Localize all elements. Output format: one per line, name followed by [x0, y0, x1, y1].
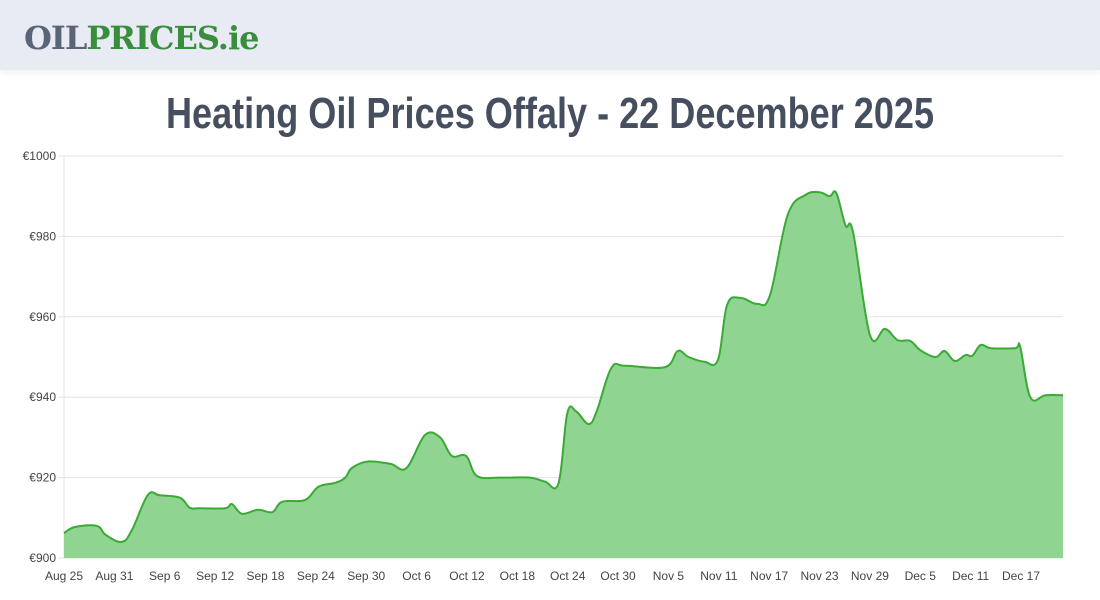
y-tick-label: €980 [29, 229, 56, 243]
site-logo[interactable]: OILPRICES.ie [24, 18, 259, 58]
x-tick-label: Aug 31 [95, 569, 133, 583]
price-area-fill [64, 191, 1063, 558]
x-axis: Aug 25 Aug 31 Sep 6 Sep 12 Sep 18 Sep 24 Sep 3… [45, 569, 1040, 583]
logo-oil-text: OIL [24, 19, 87, 57]
x-tick-label: Nov 17 [750, 569, 788, 583]
x-tick-label: Dec 5 [905, 569, 937, 583]
y-tick-label: €1000 [23, 149, 57, 163]
x-tick-label: Aug 25 [45, 569, 83, 583]
x-tick-label: Sep 30 [347, 569, 385, 583]
x-tick-label: Oct 12 [449, 569, 485, 583]
y-tick-label: €940 [29, 390, 56, 404]
y-axis: €900 €920 €940 €960 €980 €1000 [23, 149, 57, 565]
price-line [63, 190, 1064, 544]
logo-prices-text: PRICES.ie [86, 19, 259, 57]
x-tick-label: Nov 29 [851, 569, 889, 583]
x-tick-label: Dec 17 [1002, 569, 1040, 583]
x-tick-label: Sep 6 [149, 569, 181, 583]
x-tick-label: Sep 18 [246, 569, 284, 583]
x-tick-label: Sep 24 [297, 569, 335, 583]
y-tick-label: €900 [29, 551, 56, 565]
x-tick-label: Oct 24 [550, 569, 586, 583]
site-header: OILPRICES.ie [0, 0, 1100, 70]
x-tick-label: Nov 23 [801, 569, 839, 583]
page-title: Heating Oil Prices Offaly - 22 December … [165, 89, 935, 138]
x-tick-label: Oct 30 [600, 569, 636, 583]
y-tick-label: €960 [29, 310, 56, 324]
x-tick-label: Nov 5 [653, 569, 685, 583]
x-tick-label: Dec 11 [952, 569, 989, 583]
x-tick-label: Sep 12 [196, 569, 234, 583]
y-tick-label: €920 [29, 471, 56, 485]
x-tick-label: Nov 11 [700, 569, 737, 583]
x-tick-label: Oct 18 [500, 569, 536, 583]
x-tick-label: Oct 6 [402, 569, 431, 583]
